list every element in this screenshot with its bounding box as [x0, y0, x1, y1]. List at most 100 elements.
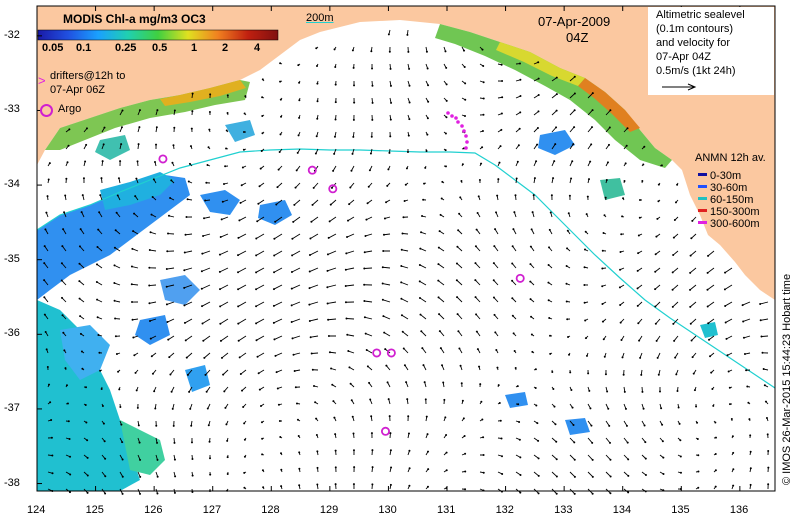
velocity-arrow-head	[427, 433, 429, 435]
velocity-arrow-head	[423, 183, 425, 185]
velocity-arrow-head	[495, 349, 497, 351]
velocity-arrow-head	[408, 450, 410, 452]
velocity-arrow-head	[654, 288, 656, 290]
velocity-arrow-head	[637, 287, 639, 289]
velocity-arrow-head	[498, 384, 500, 386]
velocity-arrow-head	[363, 284, 365, 286]
velocity-arrow-head	[291, 321, 293, 323]
velocity-arrow-head	[331, 187, 333, 189]
velocity-arrow-head	[592, 109, 594, 111]
velocity-arrow-head	[555, 126, 557, 128]
colorbar-gradient	[38, 30, 278, 40]
velocity-arrow-head	[152, 196, 154, 198]
velocity-arrow-head	[118, 388, 120, 390]
velocity-arrow-head	[385, 201, 387, 203]
velocity-arrow-head	[273, 305, 275, 307]
velocity-arrow-head	[332, 400, 334, 402]
argo-legend-icon	[40, 104, 53, 117]
velocity-arrow-head	[208, 146, 210, 148]
velocity-arrow-head	[326, 286, 328, 288]
velocity-arrow-head	[637, 305, 639, 307]
velocity-arrow-head	[156, 459, 158, 461]
longitude-tick: 134	[613, 504, 631, 516]
velocity-arrow-head	[298, 99, 300, 101]
velocity-arrow-head	[345, 301, 347, 303]
velocity-arrow-head	[571, 160, 573, 162]
velocity-arrow-head	[138, 126, 140, 128]
velocity-arrow-head	[257, 203, 259, 205]
velocity-arrow-head	[347, 220, 349, 222]
velocity-arrow-head	[255, 238, 257, 240]
info-line4: 07-Apr 04Z	[656, 51, 711, 63]
velocity-arrow-head	[168, 215, 170, 217]
velocity-arrow-head	[592, 476, 594, 478]
velocity-arrow-head	[456, 296, 458, 298]
velocity-arrow-head	[50, 419, 52, 421]
velocity-arrow-head	[457, 313, 459, 315]
velocity-arrow-head	[352, 153, 354, 155]
velocity-arrow-head	[297, 419, 299, 421]
velocity-arrow-head	[566, 247, 568, 249]
velocity-arrow-head	[79, 315, 81, 317]
velocity-arrow-head	[638, 340, 640, 342]
velocity-arrow-head	[654, 271, 656, 273]
velocity-arrow-head	[279, 436, 281, 438]
velocity-arrow-head	[707, 255, 709, 257]
velocity-arrow-head	[390, 85, 392, 87]
velocity-arrow-head	[538, 492, 540, 494]
velocity-arrow-head	[202, 323, 204, 325]
anmn-swatch	[698, 185, 707, 188]
velocity-arrow-head	[352, 49, 354, 51]
velocity-arrow-head	[119, 160, 121, 162]
velocity-arrow-head	[493, 262, 495, 264]
velocity-arrow-head	[691, 220, 693, 222]
velocity-arrow-head	[728, 371, 730, 373]
velocity-arrow-head	[550, 212, 552, 214]
anmn-legend-item: 150-300m	[698, 202, 760, 214]
velocity-arrow-head	[640, 374, 642, 376]
velocity-arrow-head	[78, 263, 80, 265]
velocity-arrow-head	[763, 368, 765, 370]
velocity-arrow-head	[366, 349, 368, 351]
velocity-arrow-head	[501, 80, 503, 82]
velocity-arrow-head	[459, 196, 461, 198]
velocity-arrow-head	[672, 306, 674, 308]
velocity-arrow-head	[239, 356, 241, 358]
velocity-arrow-head	[166, 321, 168, 323]
velocity-arrow-head	[273, 271, 275, 273]
velocity-arrow-head	[139, 476, 141, 478]
velocity-arrow-head	[607, 408, 609, 410]
anmn-swatch	[698, 197, 707, 200]
velocity-arrow-head	[345, 269, 347, 271]
velocity-arrow-head	[243, 131, 245, 133]
velocity-arrow-head	[61, 262, 63, 264]
velocity-arrow-head	[237, 254, 239, 256]
velocity-arrow-head	[592, 92, 594, 94]
velocity-arrow-head	[463, 50, 465, 52]
velocity-arrow-head	[742, 320, 744, 322]
velocity-arrow-head	[244, 113, 246, 115]
velocity-arrow-head	[382, 315, 384, 317]
velocity-arrow-head	[174, 459, 176, 461]
velocity-arrow-head	[87, 474, 89, 476]
info-line3: and velocity for	[656, 37, 730, 49]
drifter-symbol-icon: >	[38, 73, 46, 88]
velocity-arrow-head	[464, 470, 466, 472]
velocity-arrow-head	[679, 423, 681, 425]
velocity-arrow-head	[715, 453, 717, 455]
velocity-arrow-head	[767, 450, 769, 452]
velocity-arrow-head	[479, 383, 481, 385]
velocity-arrow-head	[224, 407, 226, 409]
velocity-arrow-head	[460, 365, 462, 367]
velocity-arrow-head	[183, 269, 185, 271]
velocity-arrow-head	[483, 81, 485, 83]
velocity-arrow-head	[426, 51, 428, 53]
velocity-arrow-head	[478, 195, 480, 197]
velocity-arrow-head	[154, 408, 156, 410]
velocity-arrow-head	[407, 415, 409, 417]
velocity-arrow-head	[767, 467, 769, 469]
velocity-arrow-head	[750, 484, 752, 486]
velocity-arrow-head	[590, 143, 592, 145]
velocity-arrow-head	[311, 352, 313, 354]
